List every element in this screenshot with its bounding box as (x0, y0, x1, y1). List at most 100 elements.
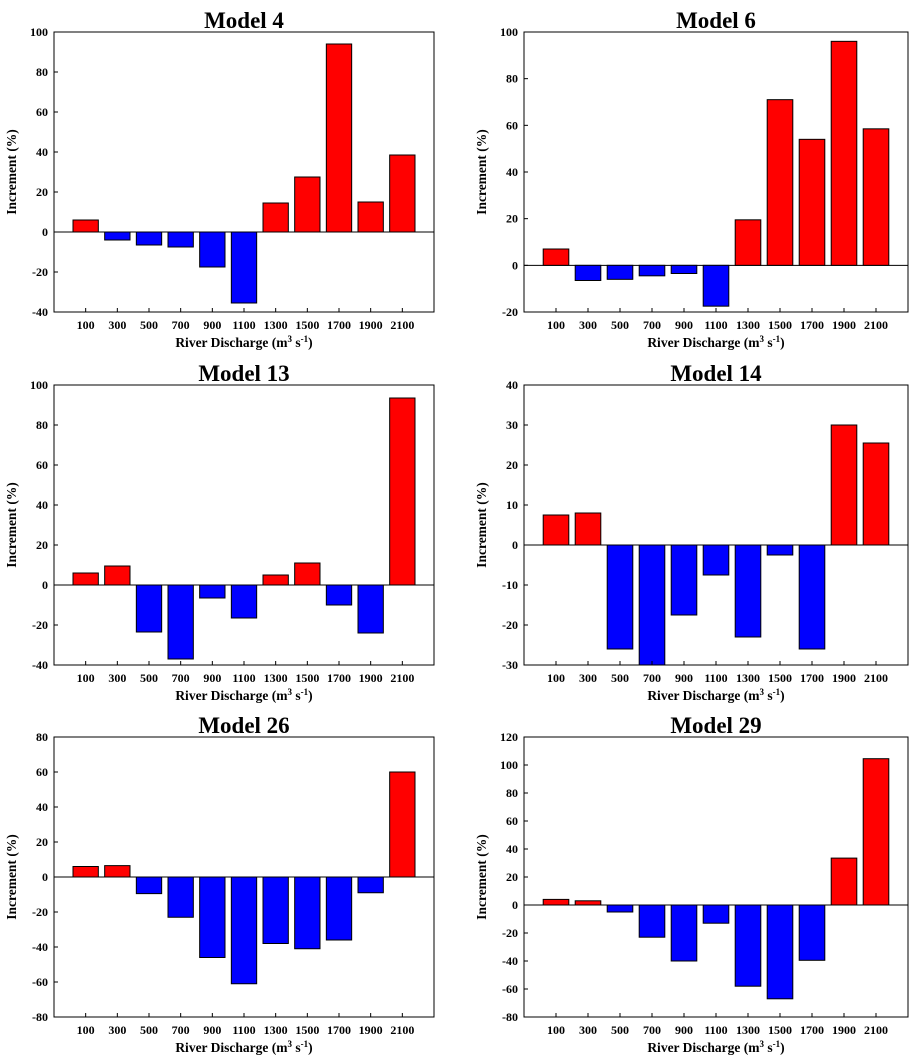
bar-1500 (766, 544, 794, 556)
bar-1700 (798, 904, 826, 961)
bar-500 (135, 231, 163, 246)
x-tick-label: 300 (579, 1023, 597, 1037)
bar-1900 (830, 857, 858, 906)
bar-1500 (294, 176, 321, 233)
x-tick-label: 1900 (359, 671, 383, 685)
bar-700 (167, 876, 194, 918)
x-tick-label: 1100 (704, 318, 727, 332)
bar-900 (199, 231, 226, 268)
y-tick-label: 100 (30, 25, 48, 39)
bar-1900 (830, 40, 858, 266)
x-axis-label: River Discharge (m3 s-1) (647, 1039, 784, 1055)
x-tick-label: 2100 (390, 318, 414, 332)
bar-1900 (357, 876, 384, 894)
bar-1700 (798, 138, 826, 266)
x-tick-label: 1700 (327, 318, 351, 332)
bar-700 (167, 584, 194, 660)
bar-900 (199, 876, 226, 958)
y-tick-label: 80 (36, 418, 48, 432)
x-tick-label: 900 (675, 1023, 693, 1037)
bar-100 (542, 248, 570, 266)
x-tick-label: 1100 (232, 671, 255, 685)
y-axis-label: Increment (%) (474, 129, 489, 215)
chart-panel-2: Model 6 -20 0 20 40 60 80 100 100 300 500 700 900 110… (474, 8, 909, 350)
x-axis-label: River Discharge (m3 s-1) (647, 334, 784, 350)
y-tick-label: 10 (506, 498, 518, 512)
y-tick-label: 20 (506, 458, 518, 472)
x-axis-label: River Discharge (m3 s-1) (175, 334, 312, 350)
y-tick-label: 60 (506, 118, 518, 132)
y-tick-label: -20 (32, 905, 48, 919)
y-tick-label: -80 (502, 1010, 518, 1024)
bar-700 (638, 904, 666, 938)
x-tick-label: 2100 (864, 671, 888, 685)
x-tick-label: 1500 (768, 318, 792, 332)
bar-100 (72, 866, 99, 878)
y-tick-label: -80 (32, 1010, 48, 1024)
bar-500 (606, 544, 634, 650)
bar-1300 (262, 202, 289, 233)
x-tick-label: 1100 (704, 1023, 727, 1037)
x-tick-label: 100 (77, 671, 95, 685)
x-tick-label: 1100 (704, 671, 727, 685)
chart-panel-5: Model 26 -80 -60 -40 -20 0 20 40 60 80 100 300 500 70… (4, 713, 435, 1055)
x-tick-label: 900 (675, 671, 693, 685)
x-tick-label: 1500 (768, 671, 792, 685)
bar-1100 (230, 876, 258, 985)
x-tick-label: 1900 (832, 671, 856, 685)
x-tick-label: 1900 (832, 1023, 856, 1037)
chart-title: Model 26 (198, 713, 289, 738)
x-tick-label: 2100 (390, 1023, 414, 1037)
bar-100 (542, 514, 570, 546)
bar-1500 (766, 99, 794, 266)
bar-2100 (862, 758, 890, 906)
y-tick-label: 80 (506, 72, 518, 86)
bar-1100 (702, 544, 730, 576)
bar-500 (606, 904, 634, 913)
y-tick-label: 100 (500, 25, 518, 39)
y-tick-label: 80 (36, 65, 48, 79)
x-tick-label: 1300 (264, 671, 288, 685)
y-tick-label: -40 (502, 954, 518, 968)
x-tick-label: 1500 (295, 318, 319, 332)
x-tick-label: 700 (643, 318, 661, 332)
bar-900 (670, 544, 698, 616)
y-tick-label: 40 (506, 378, 518, 392)
bar-1500 (294, 562, 321, 586)
x-tick-label: 500 (140, 318, 158, 332)
bar-900 (670, 904, 698, 962)
y-tick-label: 120 (500, 730, 518, 744)
y-tick-label: 60 (36, 105, 48, 119)
y-tick-label: 20 (506, 870, 518, 884)
x-tick-label: 1300 (736, 318, 760, 332)
bar-2100 (862, 442, 890, 546)
bar-1500 (766, 904, 794, 1000)
y-tick-label: -40 (32, 940, 48, 954)
y-tick-label: 30 (506, 418, 518, 432)
x-tick-label: 2100 (864, 318, 888, 332)
bar-100 (72, 572, 99, 586)
bar-1100 (702, 904, 730, 924)
y-tick-label: -30 (502, 658, 518, 672)
bar-300 (104, 865, 131, 878)
x-tick-label: 100 (547, 1023, 565, 1037)
x-tick-label: 2100 (390, 671, 414, 685)
x-tick-label: 1300 (736, 671, 760, 685)
x-tick-label: 100 (77, 1023, 95, 1037)
bar-1700 (325, 584, 353, 606)
x-tick-label: 100 (547, 671, 565, 685)
y-axis-label: Increment (%) (474, 482, 489, 568)
chart-panel-6: Model 29 -80 -60 -40 -20 0 20 40 60 80 100 120 100 30… (474, 713, 909, 1055)
bar-300 (574, 264, 602, 282)
x-tick-label: 1700 (327, 1023, 351, 1037)
bar-1100 (230, 584, 258, 619)
y-tick-label: -20 (502, 305, 518, 319)
x-tick-label: 500 (140, 1023, 158, 1037)
bar-1900 (830, 424, 858, 546)
x-tick-label: 700 (643, 1023, 661, 1037)
x-tick-label: 300 (579, 318, 597, 332)
chart-title: Model 6 (676, 8, 756, 33)
y-tick-label: -20 (502, 926, 518, 940)
x-tick-label: 1500 (768, 1023, 792, 1037)
y-tick-label: 40 (36, 145, 48, 159)
